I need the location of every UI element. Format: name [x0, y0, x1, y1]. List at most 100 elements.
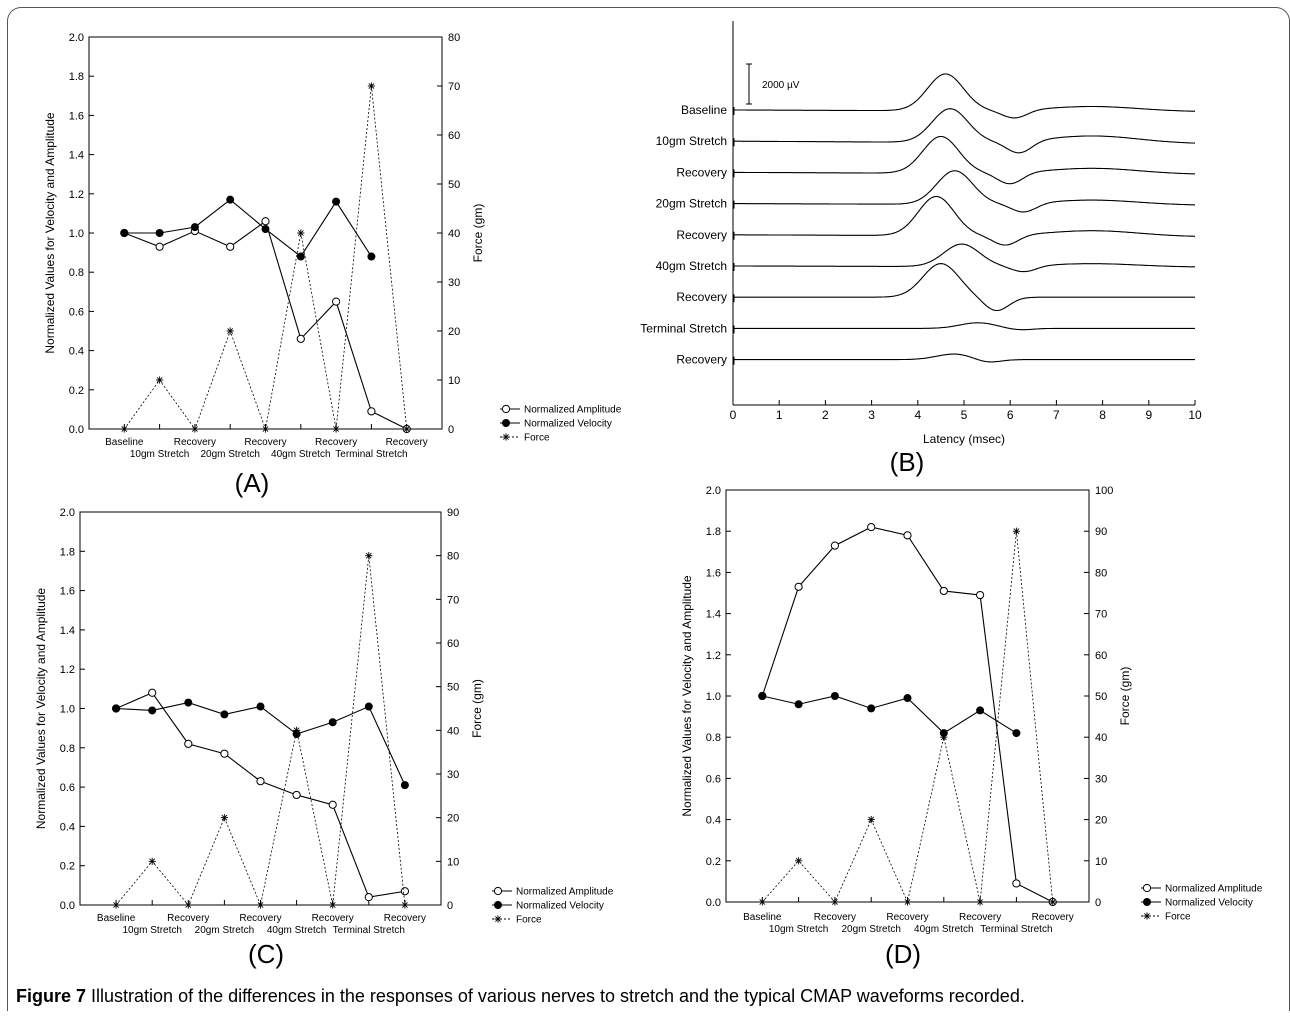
y2-tick-label: 10: [1095, 856, 1107, 868]
data-point: [1012, 729, 1021, 738]
data-point: [226, 242, 235, 251]
y-tick-label: 1.8: [60, 546, 75, 558]
force-mark-stroke: [1144, 913, 1150, 919]
trace-line: [733, 353, 1195, 363]
data-point: [220, 814, 228, 822]
y-tick-label: 1.2: [60, 664, 75, 676]
force-mark-stroke: [795, 857, 802, 864]
trace: Recovery: [676, 135, 1195, 185]
y2-tick-label: 40: [447, 725, 459, 737]
x-tick-label: Recovery: [384, 913, 426, 924]
data-point: [261, 225, 270, 234]
y-tick-label: 1.2: [69, 189, 84, 201]
legend-label: Normalized Amplitude: [524, 405, 622, 416]
force-mark-stroke: [1013, 528, 1020, 535]
x-tick-label: Recovery: [174, 437, 216, 448]
data-point: [976, 898, 984, 906]
series-line: [124, 198, 372, 258]
data-point: [190, 223, 199, 232]
trace: Recovery: [676, 353, 1195, 367]
panel-A: 0.0 0.2 0.4 0.6 0.8 1.0 1.2 1.4 1.6 1.8 2.0 0 10 20 30…: [43, 32, 622, 498]
y-tick-label: 2.0: [60, 507, 75, 519]
y-tick-label: 0.6: [60, 782, 75, 794]
force-mark-stroke: [297, 230, 304, 236]
data-point: [220, 749, 229, 758]
y-tick-label: 0.6: [706, 773, 721, 785]
legend-marker: [493, 886, 503, 896]
force-mark-stroke: [113, 902, 120, 908]
y-tick-label: 0.8: [706, 732, 721, 744]
y2-tick-label: 10: [448, 375, 460, 387]
data-point: [261, 217, 270, 226]
y-tick-label: 1.4: [706, 609, 721, 621]
trace-label: Baseline: [681, 103, 727, 117]
y2-tick-label: 70: [1095, 609, 1107, 621]
y2-tick-label: 20: [448, 326, 460, 338]
panel-label: (D): [885, 939, 921, 969]
trace: Recovery: [676, 195, 1195, 246]
y2-tick-label: 50: [448, 179, 460, 191]
force-mark-stroke: [156, 377, 163, 383]
data-point: [367, 252, 376, 261]
legend-marker: [1143, 912, 1151, 920]
x-tick-label: 4: [914, 408, 921, 422]
series-normalized-amplitude: [758, 522, 1057, 907]
y-tick-label: 0.2: [69, 385, 84, 397]
trace-line: [733, 170, 1196, 213]
y-tick-label: 1.2: [706, 650, 721, 662]
force-mark-stroke: [227, 328, 234, 334]
y-tick-label: 1.0: [60, 704, 75, 716]
data-point: [976, 590, 985, 600]
y2-tick-label: 60: [448, 130, 460, 142]
series-force: [112, 552, 409, 909]
trace-label: Recovery: [676, 165, 727, 179]
force-mark-stroke: [503, 434, 509, 440]
panel-C: 0.0 0.2 0.4 0.6 0.8 1.0 1.2 1.4 1.6 1.8 2.0 0 10 20 30…: [34, 507, 614, 969]
trace-line: [733, 135, 1195, 185]
x-tick-label: Recovery: [312, 913, 354, 924]
y-axis-title: Normalized Values for Velocity and Ampli…: [34, 588, 48, 830]
trace-label: 10gm Stretch: [656, 134, 727, 148]
force-mark-stroke: [191, 426, 198, 432]
x-tick-label: 1: [776, 408, 783, 422]
trace-line: [733, 108, 1195, 154]
y-tick-label: 1.4: [60, 625, 75, 637]
data-point: [329, 901, 337, 909]
y2-tick-label: 20: [1095, 815, 1107, 827]
y-tick-label: 1.6: [706, 567, 721, 579]
scale-bar: 2000 µV: [746, 63, 800, 105]
data-point: [332, 197, 341, 206]
x-tick-label: Recovery: [239, 913, 281, 924]
y-tick-label: 1.6: [60, 586, 75, 598]
y-axis-title: Normalized Values for Velocity and Ampli…: [43, 112, 57, 354]
y-axis-title: Normalized Values for Velocity and Ampli…: [680, 575, 694, 817]
data-point: [148, 688, 157, 697]
data-point: [758, 898, 766, 906]
data-point: [148, 857, 156, 865]
trace-line: [733, 322, 1195, 331]
force-mark-stroke: [403, 426, 410, 432]
data-point: [296, 334, 305, 343]
y-tick-label: 0.4: [706, 815, 721, 827]
x-tick-label: Terminal Stretch: [980, 924, 1052, 935]
y-tick-label: 0.4: [69, 346, 84, 358]
trace-line: [733, 243, 1195, 273]
y-tick-label: 0.2: [706, 856, 721, 868]
y2-axis-title: Force (gm): [470, 679, 484, 738]
x-tick-label: 20gm Stretch: [195, 925, 254, 936]
force-mark-stroke: [333, 426, 340, 432]
data-point: [401, 901, 409, 909]
legend-label: Normalized Velocity: [1165, 898, 1253, 909]
data-point: [976, 706, 985, 715]
trace: Baseline: [681, 73, 1196, 119]
y2-axis-title: Force (gm): [471, 204, 485, 263]
data-point: [155, 229, 164, 237]
scale-bar-label: 2000 µV: [762, 80, 800, 91]
data-point: [403, 425, 411, 433]
trace-label: Recovery: [676, 290, 727, 304]
y2-tick-label: 80: [447, 551, 459, 563]
y-tick-label: 1.6: [69, 110, 84, 122]
x-tick-label: 40gm Stretch: [267, 925, 326, 936]
series-line: [115, 692, 405, 898]
